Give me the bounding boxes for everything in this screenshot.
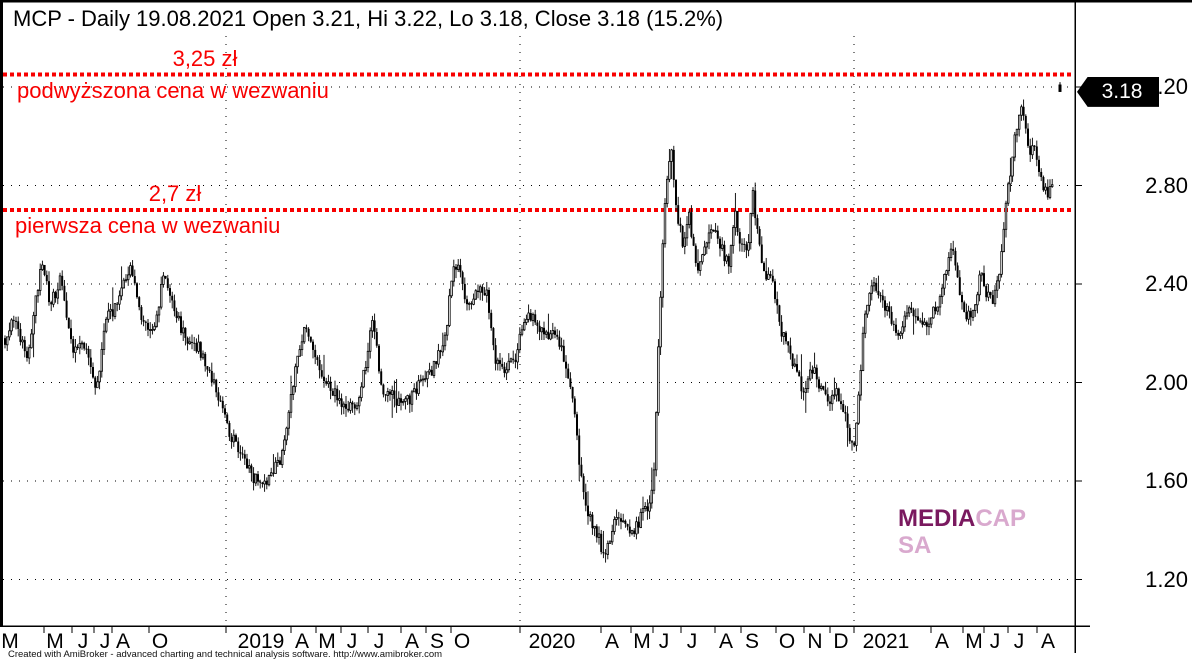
lower-level-price-label: 2,7 zł xyxy=(148,181,202,207)
lower-level-description: pierwsza cena w wezwaniu xyxy=(15,213,281,239)
upper-level-price-label: 3,25 zł xyxy=(172,45,238,71)
last-price-value: 3.18 xyxy=(1101,79,1143,103)
mediacap-logo: MEDIACAP SA xyxy=(898,505,1026,559)
logo-text-cap: CAP xyxy=(975,505,1027,532)
chart-title: MCP - Daily 19.08.2021 Open 3.21, Hi 3.2… xyxy=(13,6,724,31)
upper-level-description: podwyższona cena w wezwaniu xyxy=(17,77,329,103)
logo-line-1: MEDIACAP xyxy=(898,505,1026,532)
logo-text-sa: SA xyxy=(898,532,932,559)
last-price-pointer: 3.18 xyxy=(1077,76,1159,107)
logo-text-media: MEDIA xyxy=(898,505,976,532)
amibroker-credit: Created with AmiBroker - advanced charti… xyxy=(8,649,443,660)
